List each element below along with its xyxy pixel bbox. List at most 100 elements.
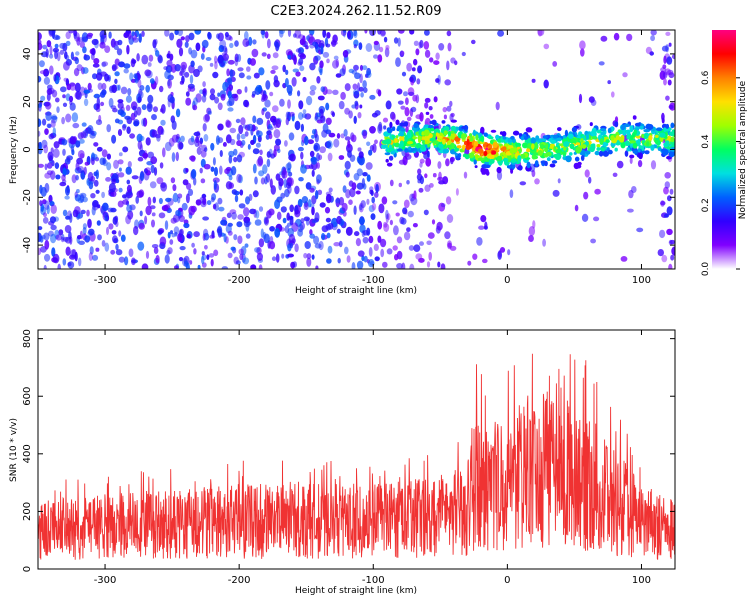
noise-cell bbox=[258, 264, 263, 269]
signal-cell bbox=[418, 129, 423, 136]
noise-cell bbox=[117, 101, 124, 110]
noise-cell bbox=[236, 173, 242, 183]
noise-cell bbox=[398, 30, 405, 34]
noise-cell bbox=[295, 48, 302, 53]
noise-cell bbox=[298, 52, 305, 58]
noise-cell bbox=[242, 257, 250, 265]
noise-cell bbox=[93, 142, 99, 147]
noise-cell bbox=[237, 214, 244, 220]
noise-cell bbox=[190, 60, 195, 68]
noise-cell bbox=[66, 83, 72, 91]
noise-cell bbox=[266, 151, 271, 158]
noise-cell bbox=[340, 133, 345, 139]
noise-cell bbox=[252, 115, 257, 124]
noise-cell bbox=[271, 65, 279, 71]
signal-cell bbox=[610, 135, 615, 141]
noise-cell bbox=[269, 178, 273, 189]
noise-cell bbox=[253, 72, 260, 79]
noise-cell bbox=[69, 82, 77, 91]
noise-cell bbox=[291, 77, 297, 87]
noise-cell bbox=[117, 84, 121, 91]
noise-cell bbox=[447, 242, 452, 248]
noise-cell bbox=[344, 136, 351, 141]
noise-cell bbox=[314, 212, 320, 222]
noise-cell bbox=[321, 225, 329, 233]
noise-cell bbox=[663, 78, 667, 86]
noise-cell bbox=[250, 139, 255, 145]
noise-cell bbox=[44, 240, 50, 250]
noise-cell bbox=[288, 171, 293, 177]
signal-cell bbox=[661, 117, 665, 124]
noise-cell bbox=[319, 60, 324, 69]
noise-cell bbox=[51, 247, 56, 257]
noise-cell bbox=[665, 95, 670, 101]
noise-cell bbox=[118, 167, 122, 172]
noise-cell bbox=[600, 35, 608, 42]
snr-x-ticks: -300 -200 -100 0 100 bbox=[94, 330, 651, 586]
noise-cell bbox=[284, 77, 289, 88]
noise-cell bbox=[366, 141, 371, 147]
noise-cell bbox=[52, 148, 60, 158]
signal-cell bbox=[394, 138, 398, 144]
noise-cell bbox=[63, 61, 70, 71]
noise-cell bbox=[249, 58, 256, 66]
noise-cell bbox=[261, 94, 268, 101]
noise-cell bbox=[276, 196, 283, 203]
noise-cell bbox=[209, 62, 214, 67]
noise-cell bbox=[126, 184, 132, 193]
noise-cell bbox=[631, 186, 637, 193]
signal-cell bbox=[474, 165, 478, 169]
noise-cell bbox=[49, 216, 57, 224]
noise-cell bbox=[87, 218, 92, 229]
noise-cell bbox=[113, 45, 119, 50]
noise-cell bbox=[311, 206, 315, 216]
noise-cell bbox=[61, 139, 68, 146]
noise-cell bbox=[293, 55, 297, 65]
noise-cell bbox=[355, 190, 361, 195]
noise-cell bbox=[269, 226, 275, 232]
noise-cell bbox=[352, 89, 360, 95]
x-tick-label: 0 bbox=[504, 575, 510, 586]
noise-cell bbox=[207, 32, 212, 40]
signal-cell bbox=[545, 151, 552, 157]
noise-cell bbox=[61, 174, 66, 182]
noise-cell bbox=[484, 221, 488, 230]
noise-cell bbox=[204, 113, 210, 122]
signal-cell bbox=[565, 155, 572, 163]
noise-cell bbox=[278, 177, 284, 187]
noise-cell bbox=[105, 177, 112, 182]
signal-cell bbox=[418, 138, 422, 143]
noise-cell bbox=[234, 40, 239, 47]
noise-cell bbox=[408, 245, 415, 251]
signal-cell bbox=[479, 141, 485, 144]
noise-cell bbox=[344, 83, 351, 92]
noise-cell bbox=[56, 106, 60, 113]
noise-cell bbox=[312, 129, 316, 135]
noise-cell bbox=[208, 253, 215, 258]
noise-cell bbox=[301, 196, 309, 204]
noise-cell bbox=[106, 226, 109, 236]
signal-cell bbox=[454, 147, 458, 152]
noise-cell bbox=[83, 54, 91, 61]
noise-cell bbox=[189, 260, 193, 265]
spectrogram-x-ticks: -300 -200 -100 0 100 bbox=[94, 30, 651, 286]
noise-cell bbox=[221, 266, 228, 269]
noise-cell bbox=[75, 51, 80, 56]
noise-cell bbox=[309, 150, 315, 158]
noise-cell bbox=[95, 247, 100, 252]
noise-cell bbox=[266, 210, 272, 219]
noise-cell bbox=[395, 57, 401, 67]
noise-cell bbox=[176, 38, 183, 48]
noise-cell bbox=[78, 257, 82, 267]
noise-cell bbox=[141, 30, 145, 37]
signal-cell bbox=[535, 135, 540, 141]
signal-cell bbox=[581, 144, 587, 149]
noise-cell bbox=[113, 159, 119, 169]
noise-cell bbox=[543, 43, 550, 50]
signal-cell bbox=[417, 142, 421, 148]
noise-cell bbox=[206, 200, 212, 206]
noise-cell bbox=[358, 218, 365, 224]
noise-cell bbox=[671, 54, 675, 60]
noise-cell bbox=[578, 93, 583, 104]
signal-cell bbox=[589, 146, 595, 153]
